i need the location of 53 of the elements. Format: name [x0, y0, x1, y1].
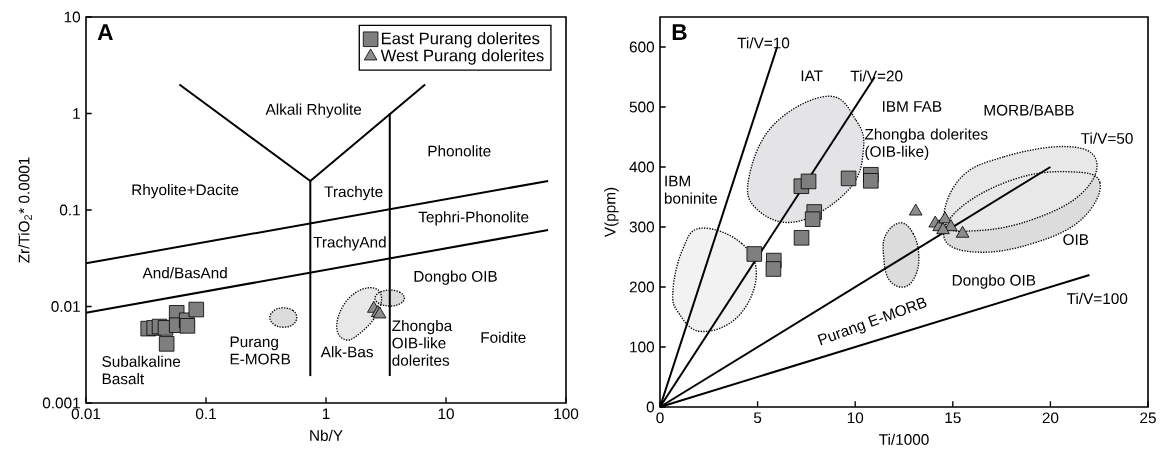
annotation: MORB/BABB [984, 104, 1074, 116]
y-tick-label: 1 [73, 108, 80, 119]
annotation: Zhongba dolerites (OIB-like) [864, 128, 988, 161]
y-tick-label: 500 [629, 101, 655, 113]
annotation: Subalkaline Basalt [102, 355, 181, 385]
annotation: Rhyolite+Dacite [132, 183, 239, 199]
annotation: Alkali Rhyolite [265, 103, 362, 118]
x-tick-label: 5 [753, 412, 762, 424]
annotation: IBM FAB [882, 101, 942, 112]
y-tick-label: 10 [64, 11, 81, 23]
annotation: Trachyte [324, 185, 383, 201]
annotation: A [97, 24, 113, 40]
x-tick-label: 1 [322, 408, 330, 419]
x-tick-label: 100 [554, 408, 579, 420]
annotation: And/BasAnd [142, 267, 227, 279]
x-tick-label: 20 [1042, 412, 1059, 424]
y-tick-label: 0.01 [51, 301, 80, 312]
y-tick-label: 0.001 [42, 397, 80, 409]
legend-label: East Purang dolerites [381, 32, 540, 48]
annotation: Ti/V=20 [850, 70, 903, 82]
x-tick-label: 25 [1140, 412, 1156, 424]
annotation: OIB [1063, 234, 1089, 246]
y-tick-label: 100 [630, 341, 655, 353]
annotation: Purang E-MORB [230, 336, 291, 365]
annotation: Ti/V=100 [1066, 292, 1128, 305]
annotation: Dongbo OIB [952, 274, 1036, 289]
y-tick-label: 0.1 [59, 204, 80, 216]
annotation: Foidite [481, 331, 526, 343]
y-tick-label: 200 [629, 281, 655, 293]
annotation: Zhongba OIB-like dolerites [392, 319, 453, 366]
x-tick-label: 10 [438, 408, 454, 420]
x-tick-label: 10 [847, 412, 864, 424]
annotation: B [672, 24, 687, 40]
x-tick-label: 0.1 [195, 408, 216, 420]
x-tick-label: 0 [656, 412, 664, 424]
x-axis-title: Nb/Y [310, 429, 343, 441]
x-axis-title: Ti/1000 [879, 433, 929, 445]
y-axis-title: V(ppm) [604, 187, 619, 238]
x-tick-label: 15 [945, 412, 961, 424]
annotation: Ti/V=10 [737, 37, 790, 49]
annotation: Dongbo OIB [414, 270, 497, 285]
y-tick-label: 600 [629, 41, 655, 53]
annotation: Tephri-Phonolite [418, 211, 529, 226]
legend-label: West Purang dolerites [380, 49, 544, 65]
annotation: IBM boninite [664, 175, 717, 204]
y-axis-title: Zr/TiO$_{2}$* 0.0001 [18, 157, 32, 263]
annotation: Ti/V=50 [1081, 132, 1133, 144]
annotation: IAT [801, 70, 823, 82]
annotation: TrachyAnd [313, 236, 386, 251]
annotation: Alk-Bas [320, 346, 373, 358]
y-tick-label: 300 [629, 221, 655, 233]
y-tick-label: 400 [629, 161, 655, 173]
annotation: Phonolite [428, 145, 491, 157]
